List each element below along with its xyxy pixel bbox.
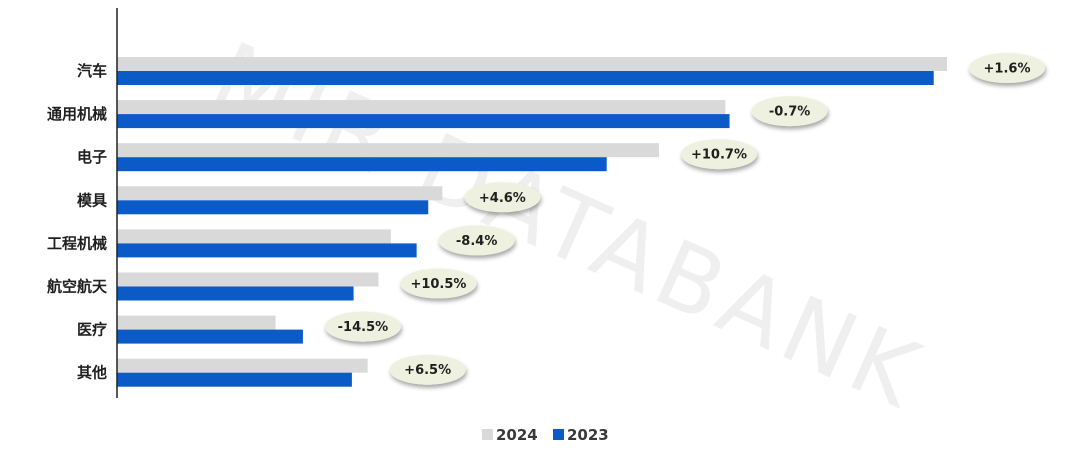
change-annotation-0: +1.6%	[969, 53, 1045, 83]
bar-2024-6	[117, 315, 276, 330]
category-label-0: 汽车	[77, 62, 107, 80]
bar-2023-0	[117, 71, 934, 85]
annotation-bubble	[324, 311, 401, 342]
category-label-1: 通用机械	[47, 105, 107, 123]
annotation-label: +10.7%	[691, 148, 747, 163]
bar-2024-0	[117, 57, 947, 71]
category-label-5: 航空航天	[47, 278, 108, 296]
bar-2023-2	[117, 157, 607, 172]
annotation-label: -8.4%	[456, 234, 497, 249]
bar-2023-6	[117, 329, 303, 344]
annotation-bubble	[389, 354, 466, 385]
annotation-label: +4.6%	[479, 191, 526, 206]
change-annotation-4: -8.4%	[438, 225, 515, 256]
change-annotation-7: +6.5%	[389, 354, 466, 385]
annotation-bubble	[680, 139, 757, 170]
change-annotation-1: -0.7%	[751, 96, 828, 127]
annotation-bubble	[438, 225, 515, 256]
category-label-7: 其他	[77, 364, 107, 382]
legend-swatch	[482, 429, 493, 440]
bar-2024-5	[117, 272, 379, 287]
bar-2023-7	[117, 372, 352, 387]
annotation-bubble	[969, 53, 1045, 83]
bar-2023-4	[117, 243, 417, 258]
change-annotation-6: -14.5%	[324, 311, 401, 342]
category-label-3: 模具	[77, 191, 107, 209]
annotation-bubble	[400, 268, 477, 299]
annotation-bubble	[464, 182, 541, 213]
bar-2023-1	[117, 114, 730, 129]
bar-2023-5	[117, 286, 354, 301]
bar-2024-4	[117, 229, 391, 244]
bar-2024-2	[117, 143, 659, 158]
legend-item-2024: 2024	[482, 426, 538, 444]
annotation-label: -14.5%	[338, 320, 389, 335]
bar-2024-7	[117, 358, 368, 373]
annotation-label: +1.6%	[984, 62, 1031, 77]
legend-swatch	[553, 429, 564, 440]
annotation-label: +10.5%	[410, 277, 466, 292]
change-annotation-3: +4.6%	[464, 182, 541, 213]
change-annotation-5: +10.5%	[400, 268, 477, 299]
bar-2024-1	[117, 100, 726, 115]
category-label-6: 医疗	[77, 321, 107, 339]
change-annotation-2: +10.7%	[680, 139, 757, 170]
legend-label: 2024	[496, 426, 538, 444]
legend-label: 2023	[567, 426, 609, 444]
category-label-2: 电子	[77, 148, 107, 166]
bar-2024-3	[117, 186, 443, 201]
bar-2023-3	[117, 200, 429, 215]
annotation-label: +6.5%	[404, 363, 451, 378]
annotation-bubble	[751, 96, 828, 127]
category-label-4: 工程机械	[47, 234, 107, 252]
legend-item-2023: 2023	[553, 426, 609, 444]
annotation-label: -0.7%	[769, 105, 810, 120]
